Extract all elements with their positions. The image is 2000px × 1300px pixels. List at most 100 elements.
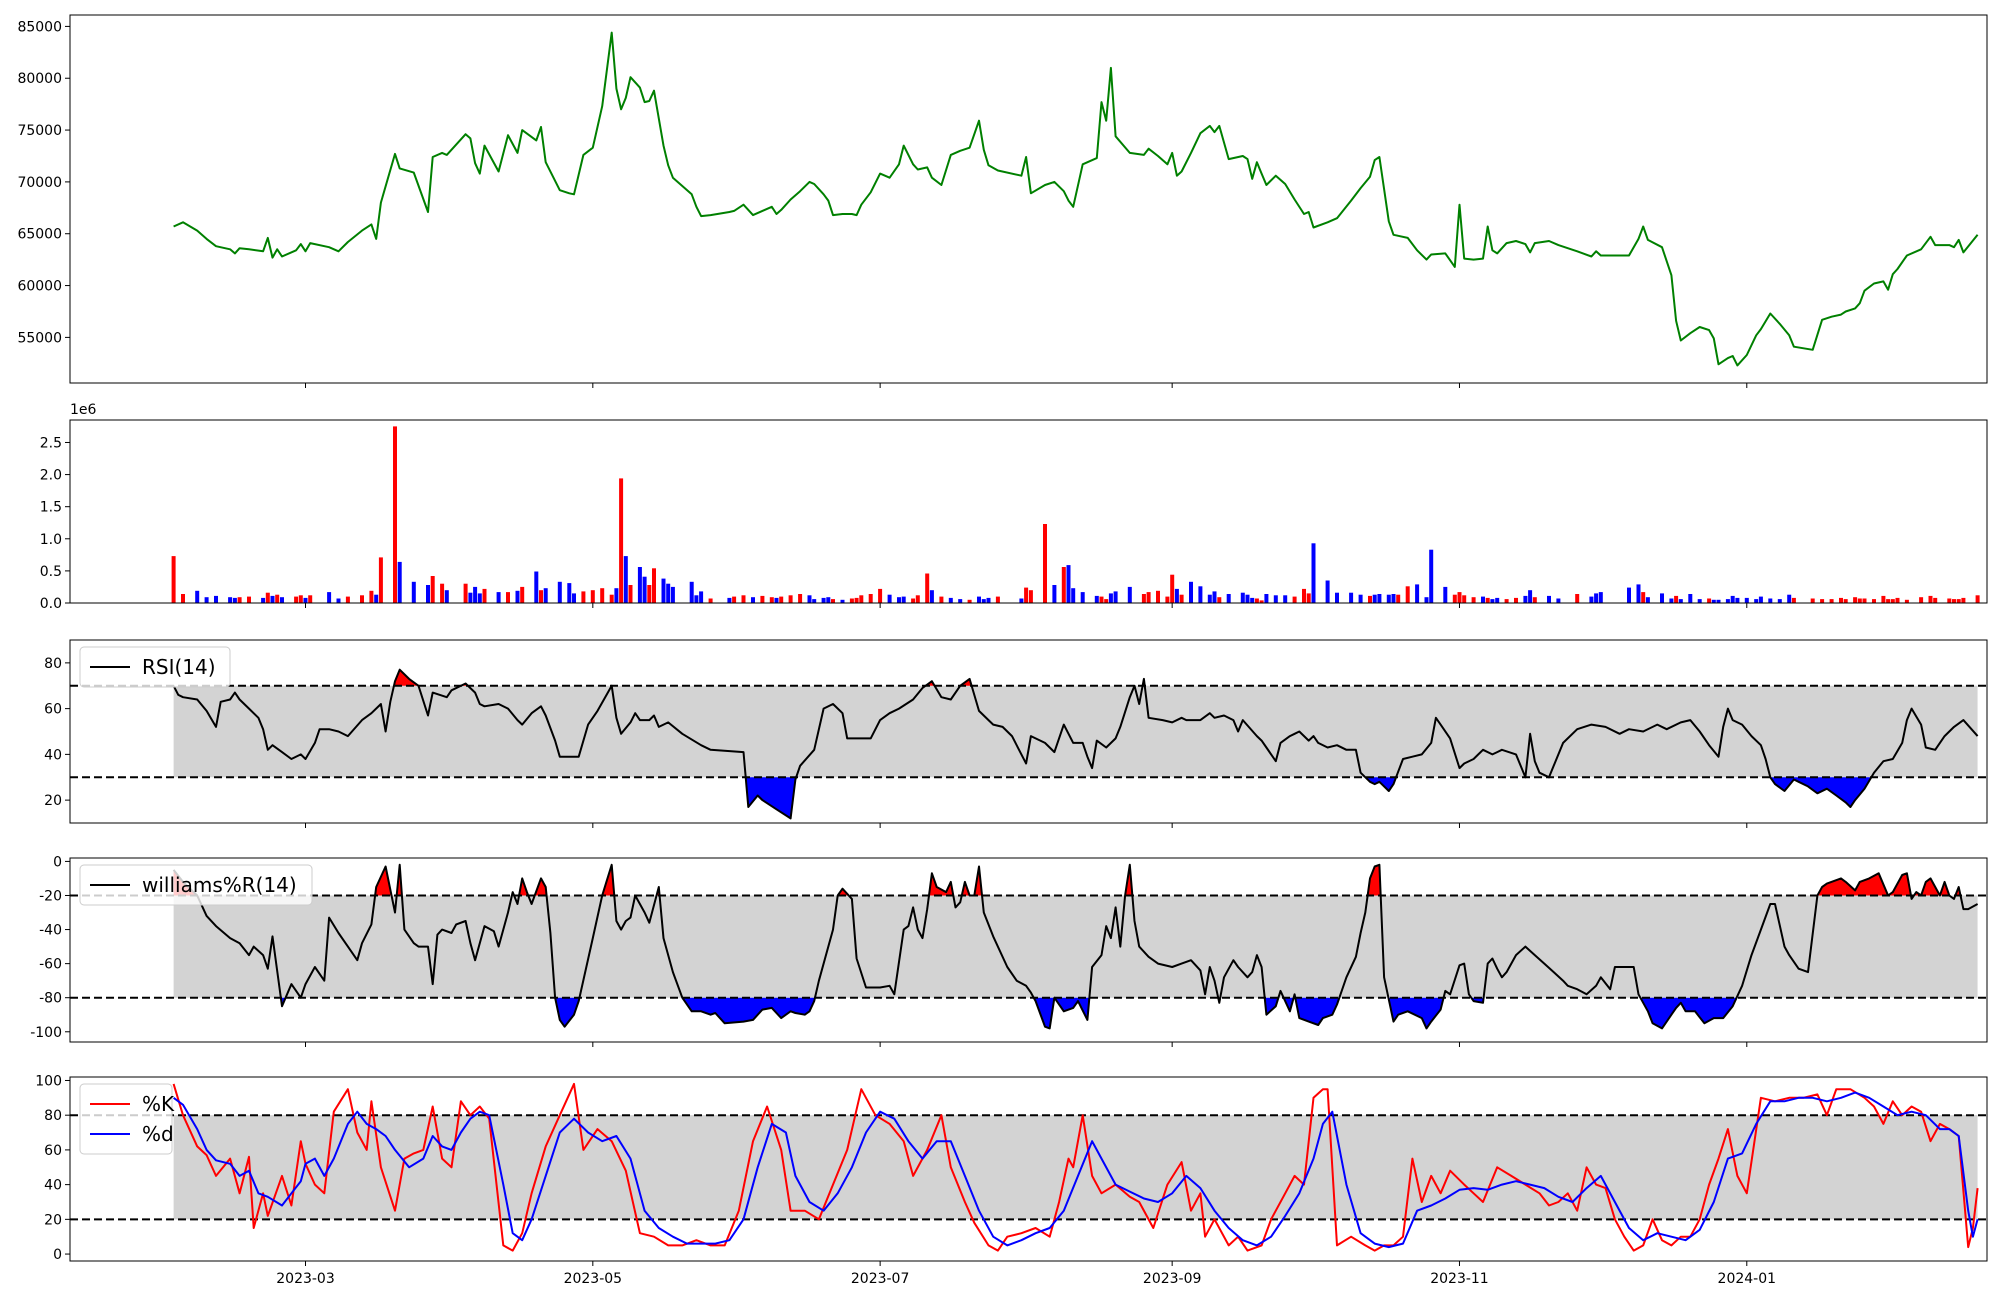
volume-bar [1947,598,1952,603]
volume-bar [1273,595,1278,603]
volume-bar [732,596,737,603]
volume-bar [887,594,892,603]
volume-bar [628,585,633,603]
x-tick-label: 2023-11 [1430,1271,1489,1287]
legend-label: RSI(14) [142,655,216,679]
volume-bar [1245,594,1250,603]
price-line [173,31,1979,367]
volume-bar [1820,599,1825,603]
volume-bar [482,588,487,603]
oversold-fill [1295,997,1340,1025]
y-tick-label: -60 [39,957,62,973]
oversold-fill [745,777,797,819]
volume-bar [473,586,478,603]
volume-bar [689,581,694,603]
volume-bar [1697,599,1702,603]
oversold-fill [1365,777,1397,791]
plot-frame [69,857,1988,1043]
volume-bar [1226,594,1231,603]
volume-bar [1146,592,1151,603]
volume-bar [1678,599,1683,603]
volume-bar [647,585,652,603]
volume-bar [397,561,402,603]
volume-bar [1636,584,1641,603]
volume-bar [699,591,704,603]
volume-bar [1919,597,1924,603]
volume-bar [1113,591,1118,603]
volume-bar [1358,594,1363,603]
volume-bar [1754,599,1759,603]
volume-bar [1725,599,1730,603]
volume-bar [1843,599,1848,603]
volume-bar [1429,549,1434,603]
volume-bar [1952,599,1956,603]
volume-bar [1099,596,1104,603]
volume-bar [1207,594,1212,603]
volume-bar [1933,597,1938,603]
volume-bar [1872,599,1876,603]
volume-bar [661,578,666,603]
volume-bar [1165,596,1170,603]
volume-bar [1688,594,1693,603]
volume-bar [1457,592,1462,603]
volume-bar [181,594,185,603]
oversold-fill [1640,997,1737,1029]
volume-bar [1452,594,1457,603]
volume-bar [1108,593,1113,603]
oversold-fill [1033,997,1055,1029]
y-tick-label: 100 [35,1073,62,1089]
volume-bar [1707,598,1712,603]
overbought-fill [534,878,547,896]
volume-bar [572,593,576,603]
oversold-fill [682,997,815,1024]
williams-r-panel: -100 -80 -60 -40 -20 0 williams%R(14) [30,854,1988,1047]
volume-bar [1956,599,1961,603]
volume-bar [1575,594,1580,603]
y-tick-label: 85000 [17,19,62,35]
d-line [173,1091,1979,1249]
volume-bar [986,597,991,603]
y-tick-label: 2.0 [40,468,62,484]
volume-bar [897,597,901,603]
y-tick-label: 55000 [17,330,62,346]
y-tick-label: 60 [44,1143,62,1159]
volume-bar [1857,598,1862,603]
volume-bar [294,596,299,603]
volume-bar [369,590,374,603]
volume-bar [1758,596,1763,603]
volume-bar [1669,598,1674,603]
y-tick-label: 0.5 [40,564,62,580]
volume-bar [1292,596,1297,603]
volume-bar [1179,594,1184,603]
volume-bar [779,596,784,603]
x-tick-label: 2023-09 [1143,1271,1202,1287]
y-tick-label: 80 [44,656,62,672]
y-tick-label: 60000 [17,279,62,295]
volume-bar [426,585,430,603]
volume-bar [1777,599,1782,603]
volume-bar [228,597,233,603]
volume-bar [1485,597,1490,603]
volume-bar [1791,597,1796,603]
volume-bar [1490,599,1495,603]
volume-bar [1674,595,1679,603]
volume-bar [1386,594,1391,603]
volume-bar [411,581,416,603]
volume-bar [1862,598,1867,603]
volume-bar [444,590,449,603]
volume-bar [623,556,628,603]
volume-bar [590,590,595,603]
volume-bar [670,586,675,603]
oversold-fill [1388,997,1444,1029]
volume-bar [1886,599,1891,603]
volume-bar [1598,592,1603,603]
volume-bar [1660,593,1664,603]
volume-bar [1975,595,1980,603]
volume-bar [1170,574,1175,603]
neutral-band [173,1115,1978,1220]
volume-bar [741,595,746,603]
volume-bar [637,567,642,603]
y-tick-label: 0 [53,854,62,870]
overbought-fill [1367,864,1381,896]
volume-bar [1495,597,1500,603]
